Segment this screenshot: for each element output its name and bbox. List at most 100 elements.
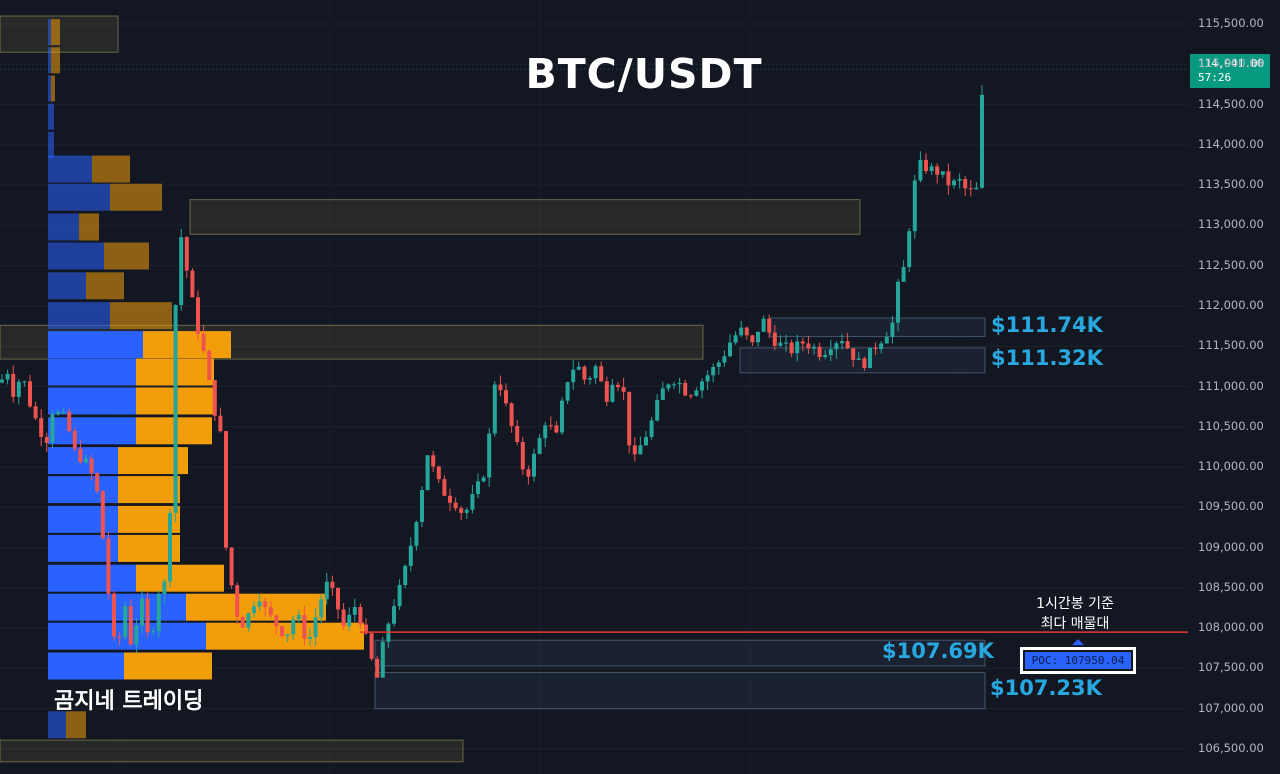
candle-body xyxy=(856,358,861,360)
candle-body xyxy=(873,347,878,349)
candle-body xyxy=(935,166,940,175)
price-zone xyxy=(769,317,986,338)
vp-bar-blue xyxy=(48,103,54,130)
candle-body xyxy=(112,593,116,637)
candle-body xyxy=(526,469,531,477)
candle-body xyxy=(235,585,240,618)
vp-bar-blue xyxy=(48,711,66,739)
candle-body xyxy=(929,166,934,172)
price-tick-label: 108,000.00 xyxy=(1198,620,1264,635)
candle-body xyxy=(789,342,794,354)
candle-body xyxy=(616,384,620,388)
candle-body xyxy=(392,606,396,624)
candle-body xyxy=(481,477,486,482)
candle-body xyxy=(498,384,503,391)
candle-body xyxy=(672,384,676,386)
candle-body xyxy=(44,436,49,443)
candle-body xyxy=(207,350,212,381)
candle-body xyxy=(901,267,906,282)
vp-bar-blue xyxy=(48,331,143,359)
candle-body xyxy=(940,171,945,175)
candle-body xyxy=(16,381,21,397)
candle-body xyxy=(632,445,637,455)
candle-body xyxy=(812,346,816,349)
candle-body xyxy=(840,341,844,344)
candle-body xyxy=(84,458,88,463)
price-tick-label: 108,500.00 xyxy=(1198,579,1264,594)
candle-body xyxy=(599,366,604,382)
candle-body xyxy=(151,631,156,633)
candle-body xyxy=(89,458,94,474)
price-tick-label: 109,500.00 xyxy=(1198,499,1264,514)
candle-body xyxy=(291,619,296,635)
brand-watermark: 곰지네 트레이딩 xyxy=(54,689,204,714)
candle-body xyxy=(397,585,402,607)
vp-bar-blue xyxy=(48,505,118,533)
poc-note-line2: 최다 매물대 xyxy=(1040,616,1110,632)
candle-body xyxy=(845,341,850,349)
candle-body xyxy=(761,318,766,332)
candle-body xyxy=(834,343,839,350)
candle-body xyxy=(5,373,10,380)
candle-body xyxy=(778,342,783,346)
candle-body xyxy=(912,180,917,232)
candle-body xyxy=(246,613,251,628)
candle-body xyxy=(448,495,452,503)
candle-body xyxy=(179,237,184,306)
candle-body xyxy=(184,237,189,271)
candle-body xyxy=(565,382,570,401)
candle-body xyxy=(532,453,536,477)
price-tick-label: 110,000.00 xyxy=(1198,459,1264,474)
price-tick-label: 107,000.00 xyxy=(1198,700,1264,715)
vp-bar-orange xyxy=(51,19,60,46)
candle-body xyxy=(560,400,564,433)
candle-body xyxy=(190,270,195,298)
candle-body xyxy=(739,327,744,336)
candle-body xyxy=(39,418,44,437)
vp-bar-blue xyxy=(48,183,110,211)
candle-body xyxy=(252,606,256,614)
candle-body xyxy=(851,348,856,360)
candle-body xyxy=(767,318,772,333)
candle-body xyxy=(509,403,514,426)
current-price: 114,941.00 xyxy=(1198,57,1265,70)
vp-bar-orange xyxy=(110,183,162,211)
vp-bar-blue xyxy=(48,387,136,415)
chart-title: BTC/USDT xyxy=(525,50,763,98)
price-tick-label: 110,500.00 xyxy=(1198,418,1264,433)
vp-bar-blue xyxy=(48,242,104,270)
candle-body xyxy=(890,322,895,337)
candle-body xyxy=(638,445,643,455)
candle-body xyxy=(968,188,973,190)
candle-body xyxy=(610,384,615,402)
price-tick-label: 112,500.00 xyxy=(1198,257,1264,272)
candle-body xyxy=(582,366,587,380)
candle-body xyxy=(683,382,688,396)
candle-body xyxy=(442,479,447,496)
candle-body xyxy=(436,466,441,480)
candle-body xyxy=(173,305,178,513)
candle-body xyxy=(806,343,811,349)
candle-body xyxy=(593,366,598,379)
candle-body xyxy=(621,387,626,392)
candle-body xyxy=(100,491,105,539)
poc-badge: POC: 107950.04 xyxy=(1020,647,1136,674)
candle-body xyxy=(196,297,200,335)
price-zones xyxy=(374,317,986,710)
poc-annotation: 1시간봉 기준 최다 매물대 xyxy=(1016,594,1134,634)
vp-bar-orange xyxy=(86,272,124,300)
candle-body xyxy=(274,615,279,627)
price-zone xyxy=(374,671,986,710)
vp-bar-orange xyxy=(51,47,60,74)
candle-body xyxy=(162,581,167,595)
candle-body xyxy=(817,346,822,357)
candle-body xyxy=(548,425,553,427)
price-tick-label: 107,500.00 xyxy=(1198,660,1264,675)
poc-line xyxy=(0,68,1188,646)
vp-bar-blue xyxy=(48,476,118,504)
candle-body xyxy=(28,381,32,407)
price-tick-label: 115,000.00 xyxy=(1198,56,1264,71)
poc-note-line1: 1시간봉 기준 xyxy=(1036,596,1114,612)
candle-body xyxy=(408,545,413,566)
